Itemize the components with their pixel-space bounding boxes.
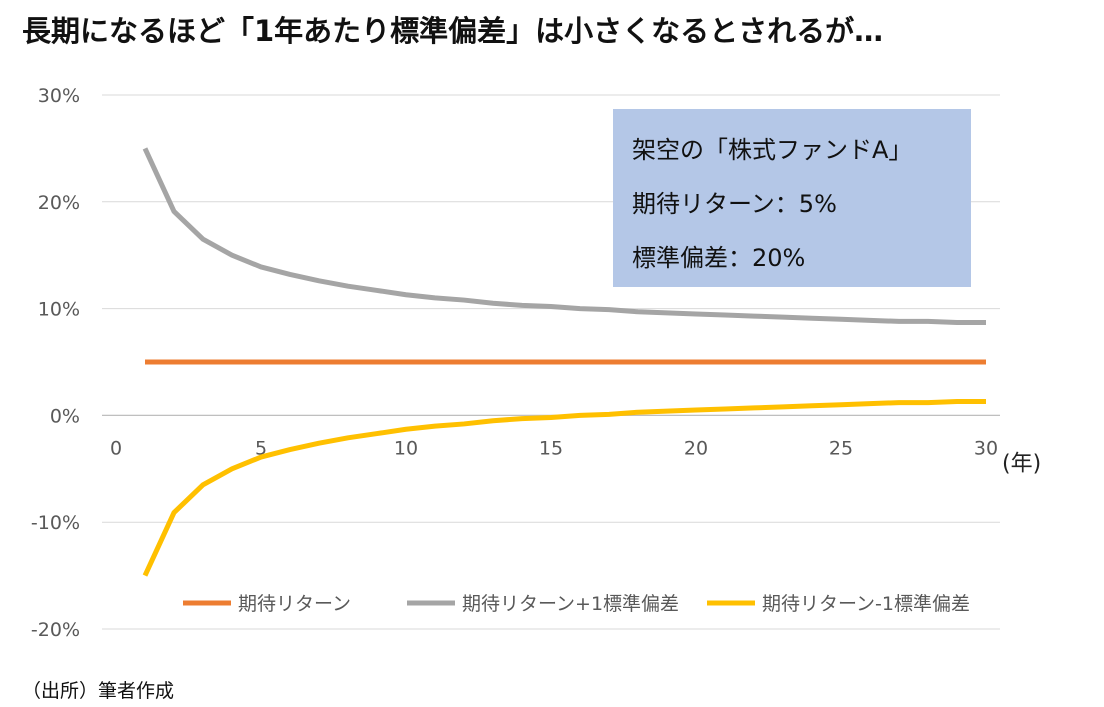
- note-fund-name: 架空の「株式ファンドA」: [632, 136, 913, 164]
- series-lines: [142, 147, 986, 577]
- source-note: （出所）筆者作成: [22, 680, 175, 702]
- page-title: 長期になるほど「1年あたり標準偏差」は小さくなるとされるが…: [22, 14, 884, 48]
- y-tick-label: 20%: [38, 192, 80, 214]
- y-tick-label: 10%: [38, 299, 80, 321]
- x-tick-label: 20: [684, 437, 708, 459]
- x-axis-ticks: 0 5 10 15 20 25 30: [110, 437, 998, 459]
- x-axis-unit: (年): [1002, 451, 1041, 476]
- y-tick-label: -20%: [31, 619, 80, 641]
- series-line: [142, 399, 986, 577]
- x-tick-label: 0: [110, 437, 122, 459]
- legend-label: 期待リターン-1標準偏差: [762, 593, 970, 615]
- note-expected-return: 期待リターン：5%: [632, 190, 837, 218]
- x-tick-label: 10: [394, 437, 418, 459]
- series-line: [142, 147, 986, 325]
- y-axis-ticks: 30% 20% 10% 0% -10% -20%: [31, 85, 80, 641]
- x-tick-label: 15: [539, 437, 563, 459]
- note-std-dev: 標準偏差：20%: [632, 244, 806, 272]
- y-tick-label: -10%: [31, 512, 80, 534]
- y-tick-label: 0%: [50, 405, 80, 427]
- legend-label: 期待リターン: [238, 593, 351, 615]
- legend: 期待リターン 期待リターン+1標準偏差 期待リターン-1標準偏差: [183, 593, 970, 615]
- y-tick-label: 30%: [38, 85, 80, 107]
- x-tick-label: 30: [974, 437, 998, 459]
- note-box: 架空の「株式ファンドA」 期待リターン：5% 標準偏差：20%: [613, 109, 971, 287]
- x-tick-label: 25: [829, 437, 853, 459]
- legend-label: 期待リターン+1標準偏差: [462, 593, 679, 615]
